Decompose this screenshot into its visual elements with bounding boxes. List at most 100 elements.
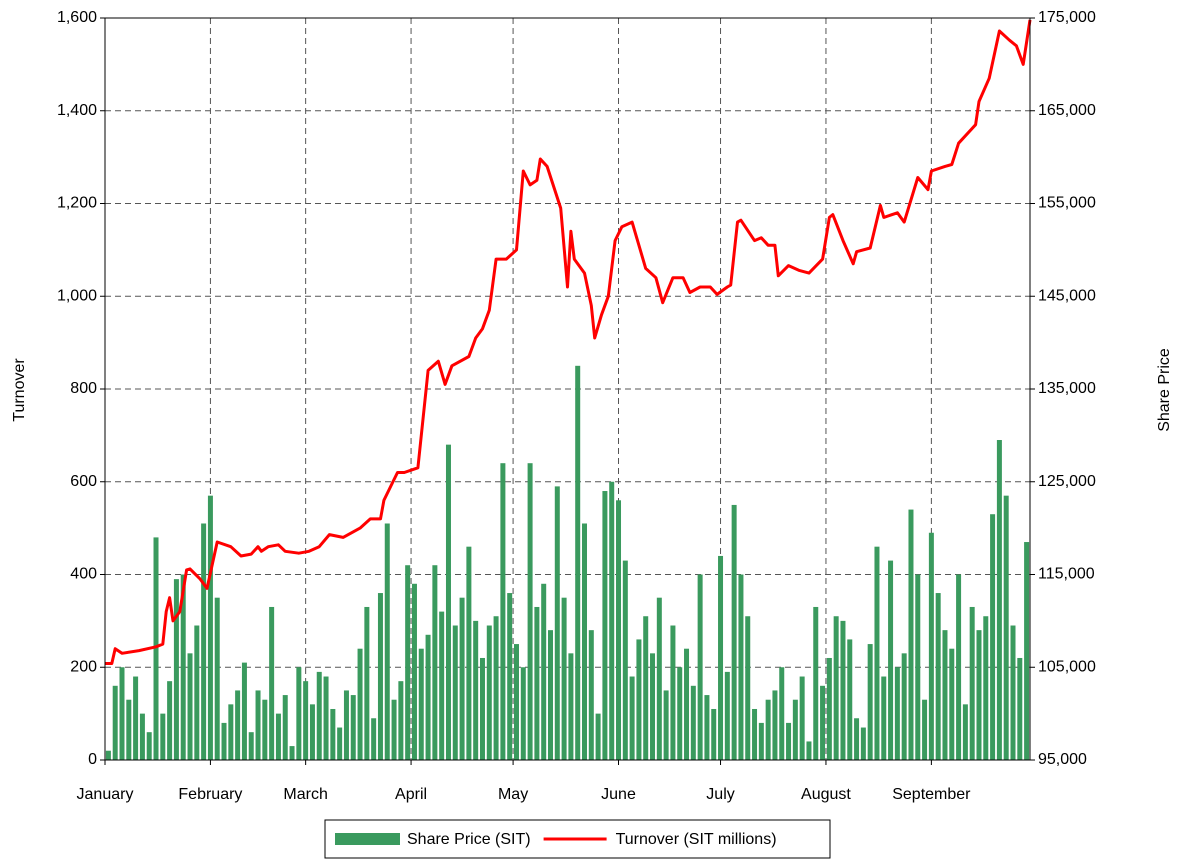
bar — [425, 634, 431, 760]
bar — [337, 727, 343, 760]
bar — [772, 690, 778, 760]
bar — [643, 616, 649, 760]
bar — [452, 625, 458, 760]
bar — [867, 644, 873, 760]
bar — [670, 625, 676, 760]
bar — [942, 630, 948, 760]
bar — [445, 444, 451, 760]
bar — [935, 593, 941, 760]
legend-swatch — [335, 833, 400, 845]
y-tick-label: 1,600 — [57, 9, 97, 26]
x-tick-label: June — [601, 786, 636, 803]
bar — [167, 681, 173, 760]
bar — [820, 685, 826, 760]
bar — [629, 676, 635, 760]
bar — [915, 574, 921, 760]
bar — [752, 708, 758, 760]
bar — [126, 699, 132, 760]
bar — [350, 695, 356, 760]
y2-tick-label: 115,000 — [1038, 566, 1095, 583]
bar — [309, 704, 315, 760]
bar — [684, 648, 690, 760]
bar — [398, 681, 404, 760]
bar — [656, 597, 662, 760]
y2-tick-label: 145,000 — [1038, 287, 1096, 304]
bar — [534, 606, 540, 760]
bar — [847, 639, 853, 760]
bar — [235, 690, 241, 760]
x-tick-label: May — [498, 786, 528, 803]
bar — [296, 667, 302, 760]
bar — [289, 746, 295, 760]
bar — [561, 597, 567, 760]
bar — [806, 741, 812, 760]
y2-tick-label: 125,000 — [1038, 473, 1096, 490]
y2-tick-label: 175,000 — [1038, 9, 1096, 26]
bar — [439, 611, 445, 760]
y-tick-label: 1,000 — [57, 287, 97, 304]
bar — [248, 732, 254, 760]
bar — [541, 583, 547, 760]
bar — [377, 593, 383, 760]
bar — [160, 713, 166, 760]
bar — [901, 653, 907, 760]
y2-tick-label: 155,000 — [1038, 195, 1096, 212]
bar — [792, 699, 798, 760]
legend-label: Turnover (SIT millions) — [616, 831, 777, 848]
bar — [221, 722, 227, 760]
bar — [500, 463, 506, 760]
y-axis-label: Turnover — [11, 358, 28, 422]
bar — [330, 708, 336, 760]
bar — [595, 713, 601, 760]
y-tick-label: 200 — [70, 658, 97, 675]
bar — [255, 690, 261, 760]
bar — [724, 671, 730, 760]
bar — [146, 732, 152, 760]
bar — [554, 486, 560, 760]
bar — [833, 616, 839, 760]
bar — [962, 704, 968, 760]
bar — [201, 523, 207, 760]
bar — [622, 560, 628, 760]
bar — [826, 657, 832, 760]
bar — [718, 555, 724, 760]
bar — [343, 690, 349, 760]
bar — [738, 574, 744, 760]
bar — [214, 597, 220, 760]
bar — [690, 685, 696, 760]
bar — [473, 620, 479, 760]
bar — [418, 648, 424, 760]
bar — [609, 481, 615, 760]
bar — [779, 667, 785, 760]
y-tick-label: 600 — [70, 473, 97, 490]
x-tick-label: April — [395, 786, 427, 803]
bar — [956, 574, 962, 760]
bar — [840, 620, 846, 760]
bar — [976, 630, 982, 760]
plot-frame — [104, 17, 1031, 761]
bar — [364, 606, 370, 760]
bar — [493, 616, 499, 760]
y-tick-label: 0 — [88, 751, 97, 768]
bar — [241, 662, 247, 760]
bar — [922, 699, 928, 760]
bar — [384, 523, 390, 760]
bar — [112, 685, 118, 760]
bar — [575, 365, 581, 760]
bar — [479, 657, 485, 760]
bar — [432, 565, 438, 760]
y2-tick-label: 165,000 — [1038, 102, 1096, 119]
x-tick-label: July — [706, 786, 734, 803]
bar — [207, 495, 213, 760]
bar — [874, 546, 880, 760]
bar — [677, 667, 683, 760]
bar — [180, 574, 186, 760]
bar — [663, 690, 669, 760]
bar — [908, 509, 914, 760]
bar — [928, 532, 934, 760]
bar — [888, 560, 894, 760]
x-tick-label: January — [77, 786, 134, 803]
bar — [527, 463, 533, 760]
bar — [391, 699, 397, 760]
bar — [704, 695, 710, 760]
